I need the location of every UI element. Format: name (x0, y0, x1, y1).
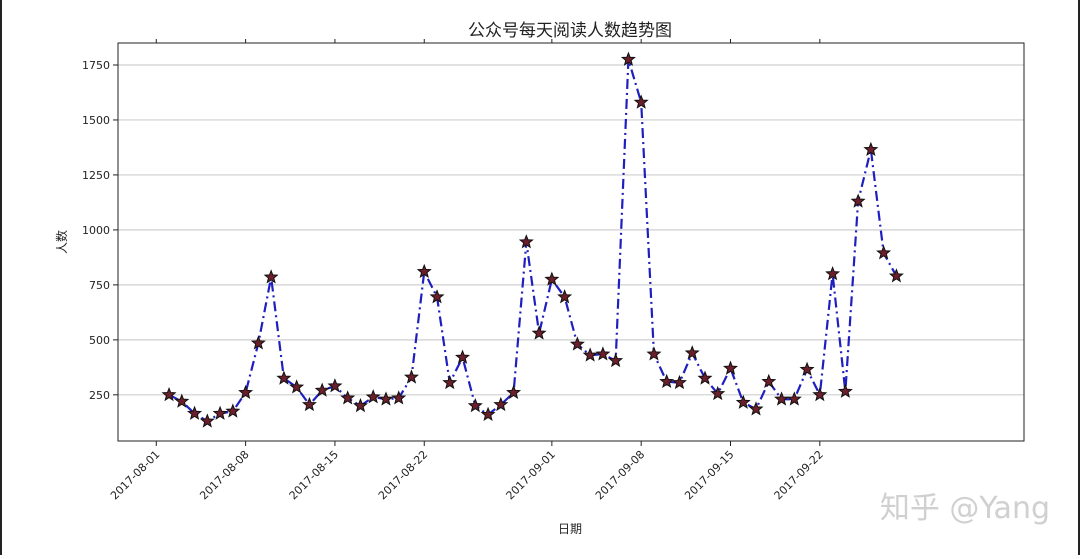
data-point-marker (735, 394, 751, 409)
data-point-marker (314, 382, 330, 397)
data-point-marker (416, 263, 432, 279)
data-point-marker (378, 391, 394, 406)
data-point-marker (723, 360, 739, 375)
y-tick-label: 1750 (82, 59, 110, 72)
y-tick-label: 1000 (82, 224, 110, 237)
data-point-marker (748, 401, 764, 416)
data-point-marker (620, 51, 636, 66)
x-tick-label: 2017-08-15 (287, 448, 341, 502)
data-point-marker (480, 406, 496, 421)
data-point-marker (467, 397, 483, 413)
data-point-marker (365, 389, 381, 404)
data-point-marker (518, 234, 534, 249)
data-point-marker (174, 393, 190, 408)
data-point-marker (557, 289, 573, 304)
data-point-marker (531, 325, 547, 340)
data-point-marker (659, 373, 675, 389)
data-point-marker (710, 385, 726, 401)
data-point-marker (506, 384, 522, 399)
data-point-marker (569, 336, 585, 351)
data-point-marker (238, 384, 254, 399)
series-line-path (168, 58, 898, 423)
data-point-marker (442, 374, 458, 390)
right-border (1078, 0, 1080, 555)
data-point-marker (327, 378, 343, 393)
data-point-marker (888, 268, 904, 283)
data-point-marker (340, 390, 356, 405)
data-point-marker (876, 245, 892, 260)
data-point-marker (276, 370, 292, 385)
y-axis: 250 500 750 1000 1250 1500 1750 (82, 59, 118, 402)
data-point-marker (825, 265, 841, 281)
data-point-marker (161, 386, 177, 402)
y-tick-label: 1250 (82, 169, 110, 182)
x-axis: 2017-08-01 2017-08-08 2017-08-15 2017-08-22… (108, 39, 826, 502)
series-line (161, 51, 904, 428)
data-point-marker (774, 391, 790, 406)
x-tick-label: 2017-09-15 (682, 448, 736, 502)
y-tick-label: 250 (89, 389, 110, 402)
data-point-marker (187, 405, 203, 420)
data-point-marker (493, 396, 509, 412)
data-point-marker (608, 352, 624, 368)
watermark: 知乎 @Yang (880, 491, 1050, 526)
data-point-marker (786, 391, 802, 406)
data-point-marker (863, 141, 879, 157)
x-tick-label: 2017-09-08 (593, 448, 647, 502)
data-point-marker (671, 374, 687, 390)
data-point-marker (799, 361, 815, 376)
data-point-marker (263, 269, 279, 284)
y-axis-label: 人数 (54, 230, 69, 254)
data-point-marker (212, 405, 228, 420)
data-point-marker (646, 346, 662, 361)
x-tick-label: 2017-08-22 (376, 448, 430, 502)
data-point-marker (352, 397, 368, 413)
data-point-marker (812, 386, 828, 402)
data-point-marker (199, 413, 215, 428)
data-point-marker (403, 369, 419, 384)
y-tick-label: 1500 (82, 114, 110, 127)
data-point-marker (684, 345, 700, 360)
data-point-marker (837, 383, 853, 398)
grid (118, 64, 1024, 396)
data-point-marker (582, 347, 598, 362)
data-point-marker (761, 373, 777, 389)
plot-area-frame (117, 42, 1025, 442)
y-tick-label: 500 (89, 334, 110, 347)
data-point-marker (429, 289, 445, 304)
x-tick-label: 2017-09-22 (772, 448, 826, 502)
data-point-marker (250, 335, 266, 350)
data-point-marker (633, 94, 649, 109)
x-tick-label: 2017-09-01 (504, 448, 558, 502)
data-point-marker (850, 193, 866, 208)
data-point-marker (455, 349, 471, 364)
x-tick-label: 2017-08-08 (197, 448, 251, 502)
x-tick-label: 2017-08-01 (108, 448, 162, 502)
chart-title: 公众号每天阅读人数趋势图 (468, 21, 672, 41)
data-point-marker (301, 396, 317, 412)
data-point-marker (289, 379, 305, 394)
left-border (0, 0, 2, 555)
data-point-marker (595, 346, 611, 361)
data-point-marker (225, 403, 241, 418)
data-point-marker (391, 390, 407, 405)
data-point-marker (544, 271, 560, 286)
x-axis-label: 日期 (558, 522, 582, 536)
data-point-marker (697, 370, 713, 385)
y-tick-label: 750 (89, 279, 110, 292)
